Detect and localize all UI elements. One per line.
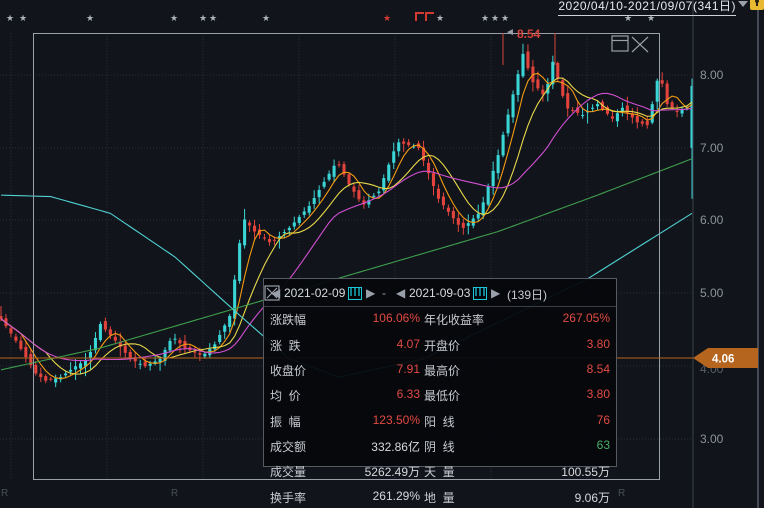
svg-text:4.06: 4.06 xyxy=(712,354,734,366)
